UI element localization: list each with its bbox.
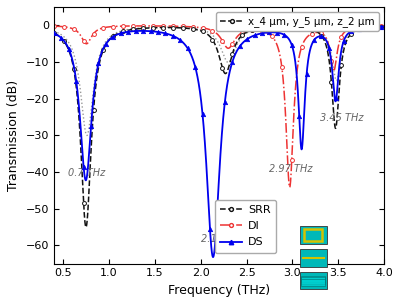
FancyBboxPatch shape [301, 278, 325, 285]
DS [382, 25, 386, 29]
DI [287, 186, 292, 189]
X-axis label: Frequency (THz): Frequency (THz) [168, 284, 270, 297]
SRR [193, 28, 198, 31]
DS [211, 255, 216, 259]
DI [208, 28, 213, 32]
Line: DI: DI [52, 24, 386, 189]
Line: SRR: SRR [52, 24, 386, 229]
SRR [292, 26, 296, 29]
DS [208, 239, 213, 243]
FancyBboxPatch shape [301, 275, 325, 282]
DS [193, 65, 198, 69]
Y-axis label: Transmission (dB): Transmission (dB) [7, 80, 20, 191]
SRR [382, 25, 386, 28]
Text: 2.97 THz: 2.97 THz [270, 164, 313, 174]
DS [52, 31, 56, 35]
Text: 3.45 THz: 3.45 THz [320, 112, 364, 123]
DI [193, 25, 198, 29]
DI [52, 24, 56, 28]
SRR [84, 225, 88, 229]
DI [355, 26, 360, 29]
SRR [355, 28, 360, 32]
DS [190, 57, 195, 60]
DS [292, 51, 296, 55]
Line: DS: DS [52, 24, 386, 259]
DI [292, 110, 296, 114]
Legend: SRR, DI, DS: SRR, DI, DS [215, 200, 276, 253]
DI [142, 24, 147, 28]
FancyBboxPatch shape [300, 271, 326, 289]
Text: 2.135 THz: 2.135 THz [201, 234, 250, 244]
DS [372, 25, 376, 29]
FancyBboxPatch shape [300, 226, 326, 244]
DI [372, 24, 376, 28]
SRR [208, 36, 213, 40]
DS [355, 27, 360, 31]
FancyBboxPatch shape [301, 279, 325, 286]
FancyBboxPatch shape [300, 249, 326, 267]
DI [382, 24, 386, 28]
SRR [372, 25, 376, 29]
SRR [190, 27, 195, 31]
DI [190, 25, 195, 29]
Text: 0.7 THz: 0.7 THz [68, 168, 105, 178]
SRR [52, 31, 56, 35]
